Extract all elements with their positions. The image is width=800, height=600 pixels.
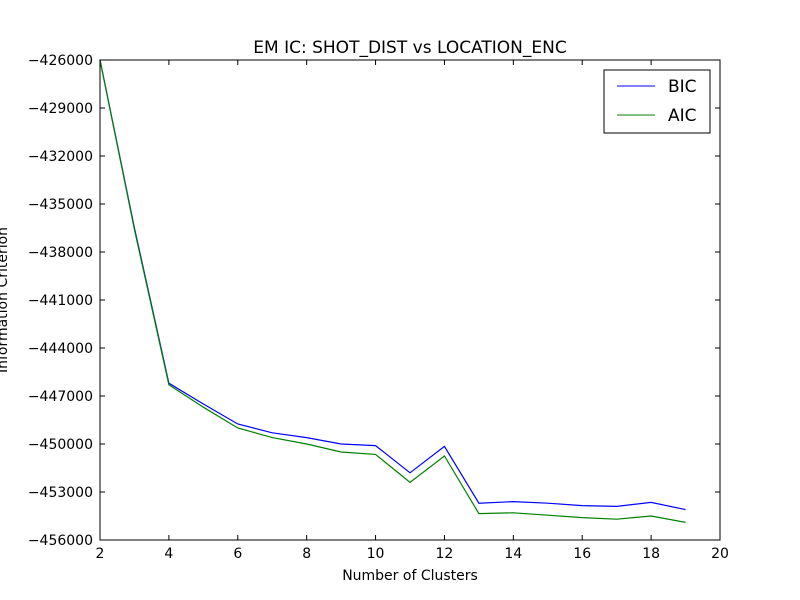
y-tick-label: −435000 <box>28 197 93 213</box>
series-layer <box>99 59 686 523</box>
x-tick-label: 12 <box>436 546 454 562</box>
series-line-bic <box>99 59 686 511</box>
x-tick-label: 2 <box>96 546 105 562</box>
x-tick-label: 10 <box>367 546 385 562</box>
x-tick-label: 20 <box>711 546 729 562</box>
x-axis-ticks: 2 4 6 8 10 12 14 16 18 20 <box>96 60 729 562</box>
x-tick-label: 8 <box>302 546 311 562</box>
series-line-aic <box>99 59 686 523</box>
y-tick-label: −447000 <box>28 389 93 405</box>
legend: BIC AIC <box>603 69 711 134</box>
x-tick-label: 6 <box>233 546 242 562</box>
y-axis-label: Information Criterion <box>0 227 11 373</box>
legend-box <box>603 69 711 134</box>
y-tick-label: −441000 <box>28 293 93 309</box>
y-tick-label: −429000 <box>28 101 93 117</box>
x-tick-label: 16 <box>573 546 591 562</box>
x-axis-label: Number of Clusters <box>342 568 478 584</box>
y-tick-label: −453000 <box>28 485 93 501</box>
y-tick-label: −456000 <box>28 533 93 549</box>
y-tick-label: −438000 <box>28 245 93 261</box>
legend-label-aic: AIC <box>668 106 697 126</box>
x-tick-label: 14 <box>504 546 522 562</box>
y-tick-label: −450000 <box>28 437 93 453</box>
y-tick-label: −432000 <box>28 149 93 165</box>
y-axis-ticks: −426000 −429000 −432000 −435000 −438000 −4410… <box>28 53 720 549</box>
legend-label-bic: BIC <box>668 77 697 97</box>
y-tick-label: −426000 <box>28 53 93 69</box>
chart-title: EM IC: SHOT_DIST vs LOCATION_ENC <box>253 38 566 58</box>
y-tick-label: −444000 <box>28 341 93 357</box>
x-tick-label: 4 <box>164 546 173 562</box>
x-tick-label: 18 <box>642 546 660 562</box>
